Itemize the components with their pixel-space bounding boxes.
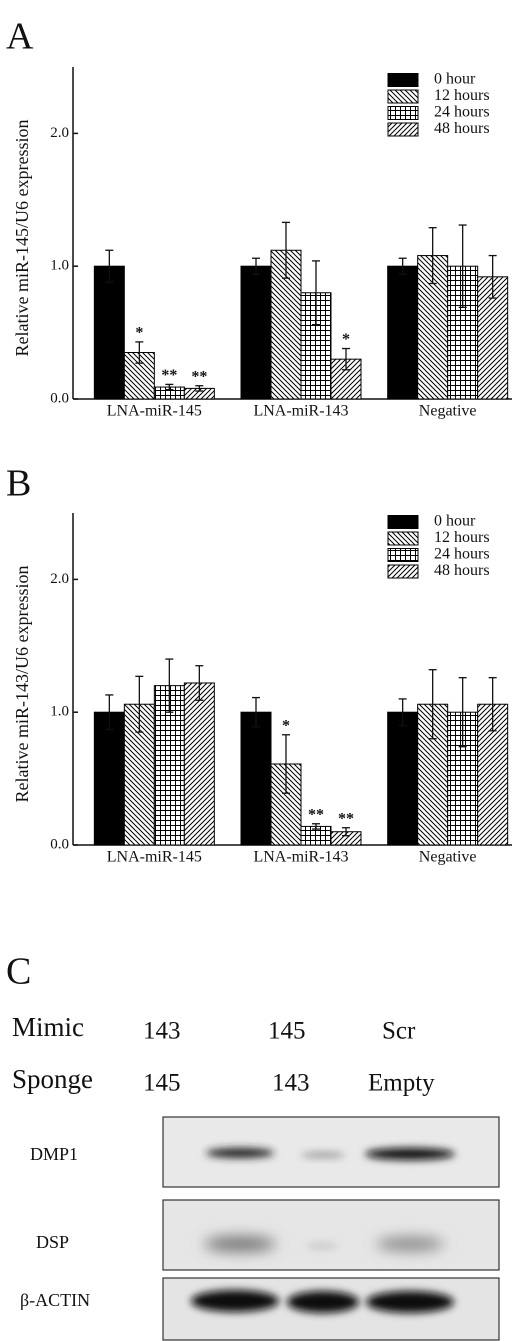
blot-dsp [163,1200,499,1270]
bar [184,683,214,845]
y-tick-label: 1.0 [50,258,69,274]
band [366,1291,454,1313]
y-axis-label: Relative miR-143/U6 expression [12,566,32,803]
significance-label: * [282,717,290,734]
legend-swatch [388,532,418,545]
legend-swatch [388,74,418,87]
band [365,1148,455,1160]
x-tick-label: Negative [419,849,477,866]
y-axis-label: Relative miR-145/U6 expression [12,120,32,357]
legend-swatch [388,549,418,562]
legend-label: 24 hours [434,104,490,121]
y-tick-label: 2.0 [50,571,69,587]
significance-label: ** [161,367,177,384]
bar [388,712,418,845]
panel-label: A [6,16,34,58]
x-tick-label: LNA-miR-143 [253,403,348,420]
significance-label: ** [308,806,324,823]
panel-label: C [6,951,31,993]
bar [388,266,418,399]
significance-label: ** [338,810,354,827]
x-tick-label: Negative [419,403,477,420]
legend-swatch [388,90,418,103]
legend-swatch [388,107,418,120]
band [206,1148,274,1158]
y-tick-label: 2.0 [50,125,69,141]
y-tick-label: 0.0 [50,390,69,406]
lane-label: 145 [268,1018,306,1045]
significance-label: * [135,325,143,342]
legend-label: 12 hours [434,87,490,104]
band [376,1237,444,1251]
legend-swatch [388,565,418,578]
bar [241,266,271,399]
lane-label: 145 [143,1070,181,1097]
lane-label: Scr [382,1018,416,1045]
bar [94,266,124,399]
legend-label: 48 hours [434,562,490,579]
y-tick-label: 1.0 [50,704,69,720]
y-tick-label: 0.0 [50,836,69,852]
legend-swatch [388,516,418,529]
legend-label: 48 hours [434,120,490,137]
lane-label: 143 [143,1018,181,1045]
blot-label: DSP [36,1232,69,1252]
band [301,1152,345,1158]
blot-frame [163,1200,499,1270]
legend-swatch [388,123,418,136]
x-tick-label: LNA-miR-145 [107,403,202,420]
blot-label: DMP1 [30,1144,78,1164]
row-label: Sponge [12,1064,93,1094]
row-label: Mimic [12,1012,84,1042]
lane-label: Empty [368,1070,435,1097]
lane-label: 143 [272,1070,310,1097]
bar [241,712,271,845]
blot-label: β-ACTIN [20,1290,90,1310]
x-tick-label: LNA-miR-145 [107,849,202,866]
band [204,1236,276,1252]
significance-label: * [342,331,350,348]
legend-label: 12 hours [434,529,490,546]
band [191,1290,279,1312]
blot-actin [163,1278,499,1340]
panel-label: B [6,463,31,505]
figure: C Mimic 143 145 Scr Sponge 145 143 Empty… [0,0,521,1341]
legend-label: 0 hour [434,71,476,88]
x-tick-label: LNA-miR-143 [253,849,348,866]
bar [94,712,124,845]
legend-label: 0 hour [434,513,476,530]
blot-dmp1 [163,1117,499,1187]
band [287,1291,359,1313]
significance-label: ** [191,368,207,385]
legend-label: 24 hours [434,546,490,563]
band [306,1242,338,1250]
